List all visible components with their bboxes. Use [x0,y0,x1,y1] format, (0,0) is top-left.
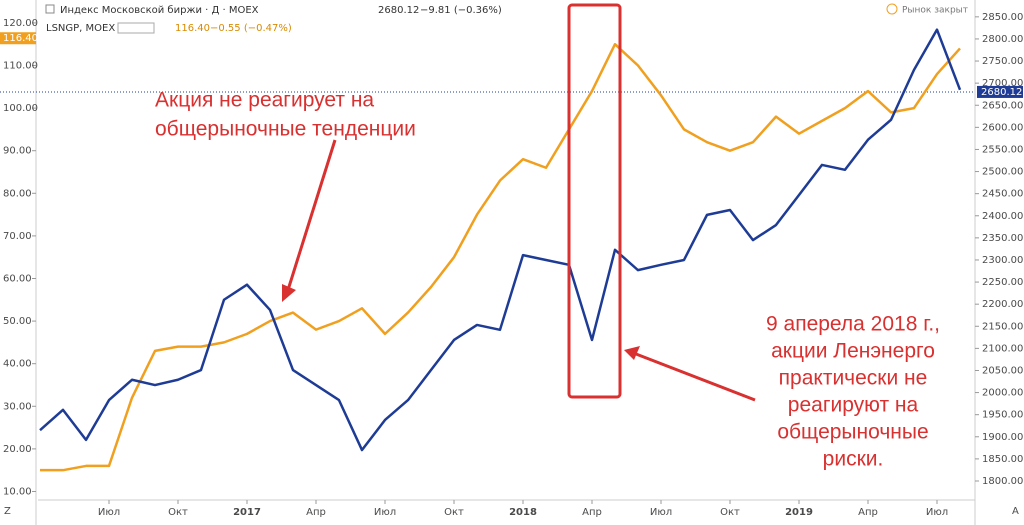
y2-tick-label: 2350.00 [982,233,1023,244]
y-tick-label: 90.00 [3,146,32,157]
x-tick-label: Окт [720,507,740,518]
last-price-tag [977,85,1023,98]
y2-tick-label: 2850.00 [982,12,1023,23]
market-status: Рынок закрыт [902,6,968,16]
last-price-label: 2680.12 [981,87,1022,98]
y2-tick-label: 2050.00 [982,365,1023,376]
x-tick-label: Июл [926,507,948,518]
y-tick-label: 100.00 [3,103,38,114]
y2-tick-label: 2300.00 [982,255,1023,266]
sub-title: LSNGP, MOEX [46,23,115,34]
annotation: реагируют на [788,394,919,417]
annotation: общерыночные [777,421,928,444]
y2-tick-label: 2450.00 [982,189,1023,200]
plot [39,28,962,472]
y-tick-label: 70.00 [3,231,32,242]
y-tick-label: 80.00 [3,188,32,199]
a-button[interactable]: A [1012,506,1019,517]
x-tick-label: Апр [306,507,326,518]
x-tick-label: Апр [858,507,878,518]
y-tick-label: 40.00 [3,359,32,370]
sub-change: −0.55 (−0.47%) [210,23,292,34]
y-tick-label: 110.00 [3,61,38,72]
y2-tick-label: 1850.00 [982,454,1023,465]
x-tick-label: 2017 [233,507,261,518]
x-tick-label: 2019 [785,507,813,518]
y2-tick-label: 2650.00 [982,100,1023,111]
x-tick-label: 2018 [509,507,537,518]
main-change: −9.81 (−0.36%) [420,5,502,16]
y2-tick-label: 1800.00 [982,476,1023,487]
last-price-tag [0,32,36,45]
annotation: общерыночные тенденции [155,118,416,141]
y2-tick-label: 2800.00 [982,34,1023,45]
y-tick-label: 30.00 [3,401,32,412]
x-tick-label: Июл [374,507,396,518]
annotation: акции Ленэнерго [771,340,935,363]
y2-tick-label: 2550.00 [982,144,1023,155]
series-controls[interactable] [117,22,155,34]
y2-tick-label: 2000.00 [982,388,1023,399]
arrowhead [282,284,296,302]
y-tick-label: 60.00 [3,273,32,284]
y2-tick-label: 1900.00 [982,432,1023,443]
y2-tick-label: 2200.00 [982,299,1023,310]
main-last: 2680.12 [378,5,419,16]
x-tick-label: Окт [168,507,188,518]
y2-tick-label: 2250.00 [982,277,1023,288]
y2-tick-label: 1950.00 [982,410,1023,421]
y2-tick-label: 2700.00 [982,78,1023,89]
annotations: Акция не реагирует на общерыночные тенде… [155,3,940,471]
x-tick-label: Июл [98,507,120,518]
y2-tick-label: 2600.00 [982,122,1023,133]
y2-tick-label: 2400.00 [982,211,1023,222]
x-tick-label: Окт [444,507,464,518]
annotation: практически не [779,367,928,390]
arrow [635,352,756,402]
sub-last: 116.40 [175,23,210,34]
annotation: 9 аперела 2018 г., [766,313,940,336]
last-price-label: 116.40 [3,33,38,44]
y2-tick-label: 2100.00 [982,343,1023,354]
series-line [39,28,962,452]
toggle-icon[interactable] [45,4,55,14]
y2-tick-label: 2150.00 [982,321,1023,332]
arrowhead [624,346,640,360]
y-tick-label: 50.00 [3,316,32,327]
series-line [40,42,961,472]
arrow [286,139,337,291]
annotation-group: 9 аперела 2018 г., акции Ленэнерго практич… [766,313,940,471]
main-title: Индекс Московской биржи · Д · MOEX [60,5,259,16]
y2-tick-label: 2750.00 [982,56,1023,67]
header: Индекс Московской биржи · Д · MOEX 2680.… [4,3,1019,517]
annotation: риски. [823,448,884,471]
y-tick-label: 120.00 [3,18,38,29]
y-tick-label: 10.00 [3,486,32,497]
x-tick-label: Апр [582,507,602,518]
y-tick-label: 20.00 [3,444,32,455]
annotation: Акция не реагирует на [155,89,374,112]
x-tick-label: Июл [650,507,672,518]
clock-icon [886,3,898,15]
y2-tick-label: 2500.00 [982,167,1023,178]
highlight-box [567,3,622,399]
z-button[interactable]: Z [4,506,11,517]
